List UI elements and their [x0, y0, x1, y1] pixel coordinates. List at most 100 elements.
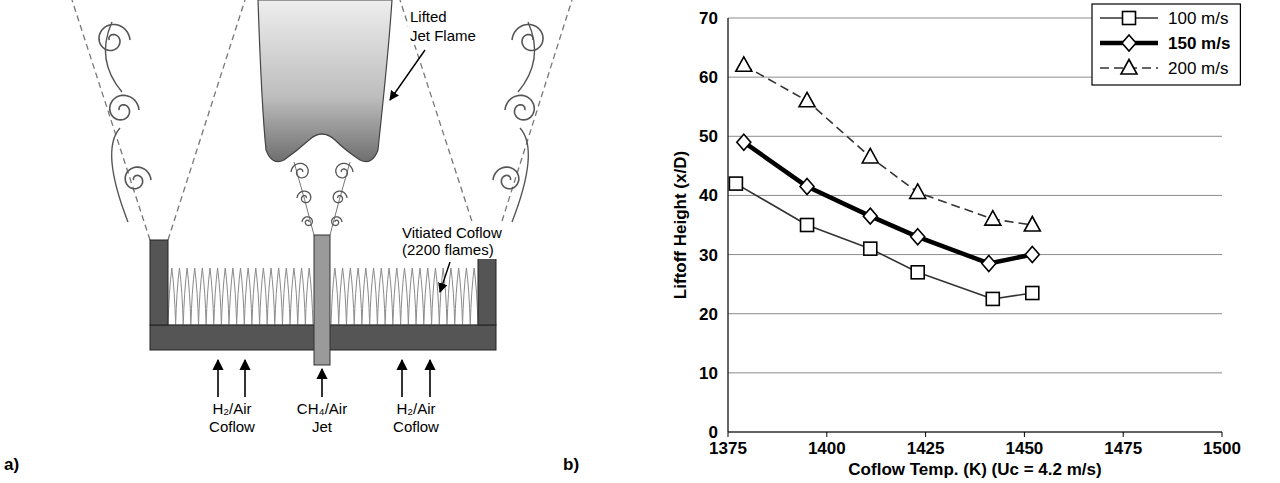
- jet-eddy: [332, 217, 342, 226]
- x-tick: [826, 432, 827, 437]
- panel-b: 010203040506070137514001425145014751500C…: [563, 4, 1241, 479]
- flame-label: Lifted: [410, 8, 447, 25]
- inlet-label: Coflow: [209, 418, 255, 435]
- coflow-flamelet: [401, 268, 409, 325]
- x-tick: [1123, 432, 1124, 437]
- coflow-flamelet: [244, 268, 252, 325]
- jet-eddy: [291, 163, 308, 177]
- label-background: [400, 223, 504, 259]
- inlet-label: H₂/Air: [396, 400, 435, 417]
- x-tick-label: 1375: [709, 439, 747, 458]
- series-marker: [1024, 217, 1040, 232]
- y-tick-label: 30: [699, 246, 718, 265]
- series-marker: [862, 148, 878, 163]
- y-tick-label: 40: [699, 186, 718, 205]
- y-tick-label: 50: [699, 127, 718, 146]
- callout-arrow: [390, 50, 425, 100]
- coflow-flamelet: [354, 268, 362, 325]
- legend-label: 200 m/s: [1168, 59, 1228, 78]
- x-tick: [728, 432, 729, 437]
- coflow-flamelet: [183, 268, 191, 325]
- jet-eddy: [297, 191, 311, 203]
- legend-marker: [1121, 60, 1137, 75]
- coflow-flamelet: [252, 268, 260, 325]
- series-marker: [1025, 247, 1039, 263]
- x-axis-title: Coflow Temp. (K) (Uc = 4.2 m/s): [848, 460, 1101, 479]
- inlet-label: Coflow: [393, 418, 439, 435]
- grid-line: [728, 254, 1222, 255]
- coflow-flamelet: [331, 268, 339, 325]
- shear-vortex: [512, 25, 543, 51]
- x-tick-label: 1500: [1203, 439, 1241, 458]
- coflow-flamelet: [416, 268, 424, 325]
- series-line: [736, 184, 1032, 299]
- coflow-flamelet: [221, 268, 229, 325]
- series-marker: [799, 92, 815, 107]
- series-marker: [911, 266, 924, 279]
- coflow-flamelet: [267, 268, 275, 325]
- legend-marker: [1122, 35, 1136, 51]
- x-tick: [1222, 432, 1223, 437]
- coflow-flamelet: [393, 268, 401, 325]
- grid-line: [728, 372, 1222, 373]
- inlet-label: Jet: [312, 418, 333, 435]
- series-line: [744, 65, 1032, 225]
- coflow-flamelet: [447, 268, 455, 325]
- burner-wall: [150, 240, 168, 325]
- y-tick-label: 10: [699, 364, 718, 383]
- jet-eddy: [336, 163, 353, 177]
- grid-line: [728, 432, 1222, 433]
- coflow-flamelet: [362, 268, 370, 325]
- shear-vortex: [512, 22, 535, 222]
- inlet-label: H₂/Air: [212, 400, 251, 417]
- figure: H₂/AirCoflowCH₄/AirJetH₂/AirCoflowLifted…: [0, 0, 1280, 483]
- shear-layer-edge: [168, 0, 245, 240]
- grid-line: [728, 136, 1222, 137]
- coflow-flamelet: [237, 268, 245, 325]
- series-marker: [864, 242, 877, 255]
- coflow-label-group: Vitiated Coflow(2200 flames): [400, 223, 504, 259]
- coflow-flamelet: [346, 268, 354, 325]
- coflow-flamelet: [275, 268, 283, 325]
- coflow-flamelet: [168, 268, 176, 325]
- coflow-flamelet: [455, 268, 463, 325]
- jet-edge: [294, 162, 350, 235]
- jet-tube: [314, 235, 330, 365]
- inlet-label: CH₄/Air: [297, 400, 347, 417]
- x-tick: [1024, 432, 1025, 437]
- coflow-flamelet: [470, 268, 478, 325]
- coflow-flamelet: [370, 268, 378, 325]
- label-background: [408, 7, 478, 45]
- legend: 100 m/s150 m/s200 m/s: [1092, 4, 1240, 85]
- legend-marker: [1123, 12, 1136, 25]
- y-axis-title: Liftoff Height (x/D): [671, 151, 690, 299]
- jet-eddy: [302, 217, 312, 226]
- coflow-flamelet: [199, 268, 207, 325]
- coflow-flamelet: [290, 268, 298, 325]
- flame-label-group: LiftedJet Flame: [408, 7, 478, 45]
- series-marker: [986, 292, 999, 305]
- shear-layer-edge: [496, 0, 572, 240]
- panel-label: a): [4, 455, 19, 474]
- shear-vortex: [99, 25, 130, 51]
- coflow-flamelet: [424, 268, 432, 325]
- coflow-flamelet: [432, 268, 440, 325]
- panel-a: H₂/AirCoflowCH₄/AirJetH₂/AirCoflowLifted…: [4, 0, 572, 474]
- y-tick-label: 20: [699, 305, 718, 324]
- coflow-flamelet: [339, 268, 347, 325]
- x-tick: [925, 432, 926, 437]
- series-marker: [800, 179, 814, 195]
- inlet-arrow: [321, 369, 323, 397]
- shear-vortex: [110, 95, 139, 120]
- series-marker: [1026, 287, 1039, 300]
- x-axis: [728, 431, 1222, 432]
- inlet-arrow: [244, 360, 246, 397]
- series-marker: [982, 255, 996, 271]
- series-marker: [863, 208, 877, 224]
- coflow-flamelet: [176, 268, 184, 325]
- x-tick-label: 1425: [907, 439, 945, 458]
- panel-label: b): [563, 455, 579, 474]
- series-marker: [910, 184, 926, 199]
- plot-data: [729, 57, 1040, 306]
- shear-vortex: [505, 95, 534, 120]
